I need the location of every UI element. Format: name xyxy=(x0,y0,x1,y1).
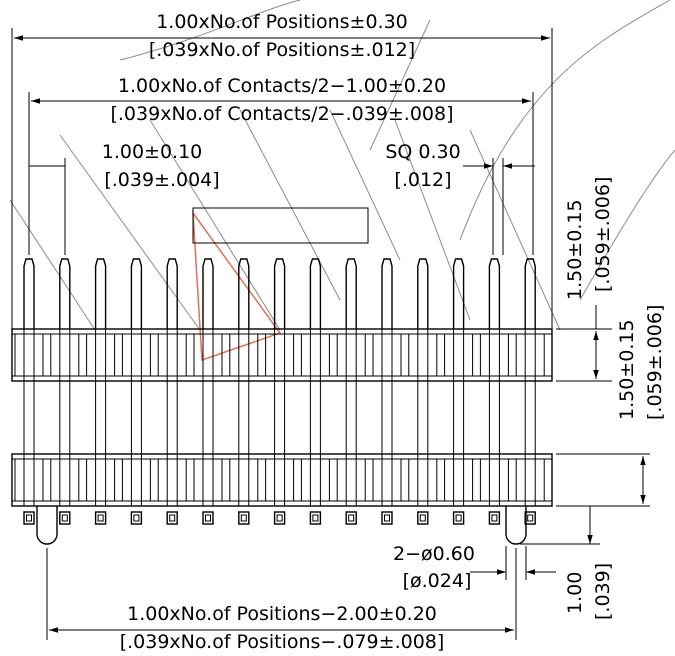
pin-body xyxy=(50,329,80,506)
dim-contacts-span: 1.00xNo.of Contacts/2−1.00±0.20 [.039xNo… xyxy=(28,75,534,255)
pin-body xyxy=(444,329,474,506)
pin-body xyxy=(265,329,295,506)
pin-top xyxy=(488,258,501,329)
pin-top xyxy=(202,258,214,329)
dim-pitch: 1.00±0.10 [.039±.004] xyxy=(29,141,220,255)
pin-foot xyxy=(130,511,143,525)
pin-square-imperial: [.012] xyxy=(394,169,451,191)
pin-foot xyxy=(23,511,35,525)
overall-length-imperial: [.039xNo.of Positions±.012] xyxy=(149,39,415,61)
pin-foot xyxy=(202,511,214,525)
pin-foot xyxy=(417,511,429,525)
pin-foot-inner xyxy=(455,514,462,522)
pin-foot xyxy=(524,511,536,525)
pin-top xyxy=(166,258,178,329)
pin-body xyxy=(479,329,509,506)
dim-overall-length: 1.00xNo.of Positions±0.30 [.039xNo.of Po… xyxy=(11,11,553,329)
dim-pin-top-height: 1.50±0.15 [.059±.006] xyxy=(564,177,614,300)
pin-foot xyxy=(273,511,286,525)
pin-body xyxy=(229,329,259,506)
pin-top xyxy=(94,258,107,329)
peg-diameter-imperial: [ø.024] xyxy=(403,570,472,592)
pin-square-metric: SQ 0.30 xyxy=(385,141,460,163)
pin-foot xyxy=(452,511,465,525)
top-rectangle xyxy=(192,207,369,244)
pin-foot-inner xyxy=(348,514,355,522)
dim-pin-square: SQ 0.30 [.012] xyxy=(385,141,535,255)
pin-top xyxy=(524,258,536,329)
contacts-span-metric: 1.00xNo.of Contacts/2−1.00±0.20 xyxy=(118,75,446,97)
pin-top xyxy=(309,258,322,329)
pin-top xyxy=(417,258,429,329)
pins-top xyxy=(23,258,536,329)
dim-peg-offset: 1.00 [.039] xyxy=(520,506,614,620)
pin-foot-inner xyxy=(419,514,426,522)
pin-top xyxy=(273,258,286,329)
pin-bodies xyxy=(14,329,545,506)
pin-body xyxy=(372,329,402,506)
pin-foot xyxy=(345,511,357,525)
pin-top-height-metric: 1.50±0.15 xyxy=(564,199,586,300)
pin-top xyxy=(23,258,35,329)
dim-peg-diameter: 2−ø0.60 [ø.024] xyxy=(393,543,556,592)
contacts-span-imperial: [.039xNo.of Contacts/2−.039±.008] xyxy=(110,103,453,125)
peg-offset-metric: 1.00 xyxy=(564,572,586,614)
pin-foot-inner xyxy=(527,514,534,522)
pin-top-height-imperial: [.059±.006] xyxy=(592,177,614,292)
pin-body xyxy=(86,329,116,506)
pitch-metric: 1.00±0.10 xyxy=(102,141,203,163)
overall-length-metric: 1.00xNo.of Positions±0.30 xyxy=(156,11,408,33)
pin-top xyxy=(59,258,71,329)
pin-foot-inner xyxy=(26,514,32,522)
locating-pegs xyxy=(36,506,527,545)
pin-top xyxy=(452,258,465,329)
pin-foot xyxy=(238,511,250,525)
pin-foot-inner xyxy=(133,514,140,522)
pin-foot-inner xyxy=(169,514,176,522)
body-height-metric: 1.50±0.15 xyxy=(616,319,638,420)
pin-foot xyxy=(94,511,107,525)
peg-span-metric: 1.00xNo.of Positions−2.00±0.20 xyxy=(127,603,437,625)
pin-body xyxy=(121,329,151,506)
accent-triangle xyxy=(192,210,282,362)
dim-peg-span: 1.00xNo.of Positions−2.00±0.20 [.039xNo.… xyxy=(46,548,517,653)
pin-body xyxy=(157,329,187,506)
pin-foot-inner xyxy=(384,514,390,522)
pin-foot xyxy=(59,511,71,525)
pin-foot-inner xyxy=(491,514,498,522)
pin-body xyxy=(515,329,545,506)
pin-body xyxy=(408,329,438,506)
pin-body xyxy=(336,329,366,506)
peg-offset-imperial: [.039] xyxy=(592,563,614,620)
pin-top xyxy=(345,258,357,329)
header-body-lower xyxy=(11,453,553,507)
pin-foot-inner xyxy=(61,514,68,522)
pin-body xyxy=(193,329,223,506)
pin-top xyxy=(130,258,143,329)
dim-body-height: 1.50±0.15 [.059±.006] xyxy=(556,305,666,507)
pin-foot-inner xyxy=(240,514,247,522)
peg-span-imperial: [.039xNo.of Positions−.079±.008] xyxy=(120,631,445,653)
pin-body xyxy=(14,329,44,506)
pin-foot xyxy=(488,511,501,525)
pin-foot xyxy=(381,511,393,525)
peg-diameter-metric: 2−ø0.60 xyxy=(393,543,475,565)
pin-foot-inner xyxy=(205,514,211,522)
header-body-upper xyxy=(11,328,553,382)
body-height-imperial: [.059±.006] xyxy=(644,305,666,420)
pin-foot-inner xyxy=(312,514,319,522)
pin-body xyxy=(300,329,330,506)
pin-foot-inner xyxy=(276,514,283,522)
pin-foot xyxy=(309,511,322,525)
pin-top xyxy=(381,258,393,329)
pitch-imperial: [.039±.004] xyxy=(104,169,219,191)
pin-top xyxy=(238,258,250,329)
pin-foot xyxy=(166,511,178,525)
pin-feet xyxy=(23,511,536,525)
pin-foot-inner xyxy=(97,514,104,522)
